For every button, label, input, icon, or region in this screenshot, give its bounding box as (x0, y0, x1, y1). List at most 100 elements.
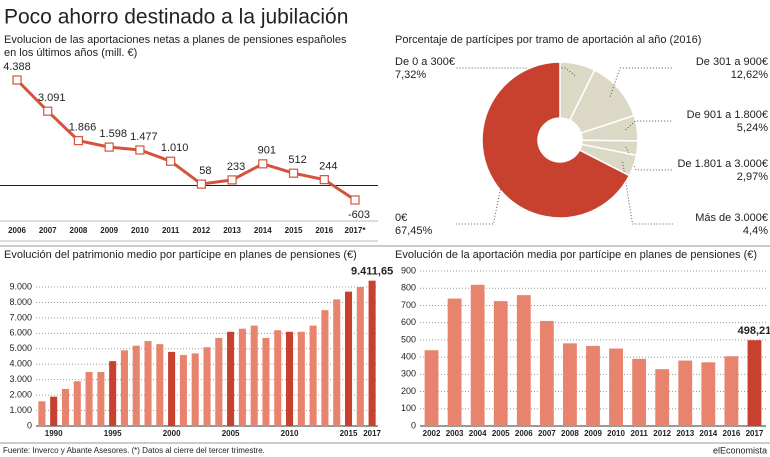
marker (73, 136, 84, 146)
bar (609, 348, 623, 426)
bar (97, 371, 105, 426)
slice-label: De 0 a 300€ (395, 56, 455, 68)
slice-label: De 301 a 900€ (696, 56, 768, 68)
y-tick-label: 500 (401, 334, 416, 344)
x-tick-label: 2017* (345, 226, 367, 235)
x-tick-label: 1995 (104, 429, 122, 438)
x-tick-label: 2007 (538, 429, 556, 438)
bar (73, 381, 81, 426)
data-label: 58 (199, 165, 211, 177)
x-tick-label: 2000 (163, 429, 181, 438)
data-label: 901 (258, 145, 276, 157)
bar (539, 320, 554, 426)
bar (424, 350, 439, 426)
bar (203, 347, 211, 426)
x-tick-label: 2016 (723, 429, 741, 438)
slice-value: 7,32% (395, 69, 426, 81)
data-label: 1.477 (130, 131, 158, 143)
slice-label: Más de 3.000€ (695, 212, 768, 224)
x-tick-label: 2017 (746, 429, 764, 438)
marker (350, 195, 360, 205)
line (15, 78, 356, 202)
main-title: Poco ahorro destinado a la jubilación (4, 6, 348, 29)
marker (196, 179, 206, 189)
x-tick-label: 2006 (8, 226, 26, 235)
bar (168, 351, 176, 426)
x-tick-label: 2015 (340, 429, 358, 438)
x-tick-label: 2003 (446, 429, 464, 438)
x-tick-label: 2004 (469, 429, 487, 438)
marker (12, 75, 22, 85)
bar (516, 295, 531, 426)
y-tick-label: 700 (401, 300, 416, 310)
data-label: 4.388 (3, 61, 31, 73)
bar (274, 330, 282, 426)
x-tick-label: 2014 (699, 429, 717, 438)
x-tick-label: 2011 (162, 226, 180, 235)
chart-title: Porcentaje de partícipes por tramo de ap… (395, 34, 702, 46)
bar (120, 350, 128, 426)
x-tick-label: 2010 (607, 429, 625, 438)
y-tick-label: 200 (401, 386, 416, 396)
bar (493, 301, 508, 426)
y-tick-label: 8.000 (9, 297, 32, 307)
x-tick-label: 2015 (285, 226, 303, 235)
marker (288, 168, 299, 178)
chart-title: Evolucion de las aportaciones netas a pl… (4, 34, 347, 59)
leader-line (455, 67, 576, 76)
x-tick-label: 2002 (423, 429, 441, 438)
data-label: 1.010 (161, 142, 189, 154)
y-tick-label: 300 (401, 369, 416, 379)
bar (678, 360, 693, 426)
slice-value: 2,97% (737, 171, 768, 183)
bar (655, 369, 670, 426)
bar (297, 331, 305, 426)
y-tick-label: 900 (401, 265, 416, 275)
data-label: 498,21 (738, 325, 770, 337)
bar (215, 337, 223, 426)
x-tick-label: 2005 (492, 429, 510, 438)
bar (250, 325, 258, 426)
bar (156, 344, 164, 426)
x-tick-label: 2010 (281, 429, 299, 438)
bar (61, 388, 70, 426)
bar (586, 345, 600, 426)
bar (109, 361, 117, 426)
bar (321, 310, 329, 426)
bar (356, 287, 364, 426)
bar (50, 396, 58, 426)
brand: elEconomista (713, 445, 767, 455)
leader-line (609, 67, 673, 97)
data-label: 9.411,65 (351, 266, 393, 278)
y-tick-label: 9.000 (9, 281, 32, 291)
y-tick-label: 3.000 (9, 374, 32, 384)
data-label: 1.598 (99, 128, 127, 140)
bar (144, 341, 152, 426)
bar (132, 345, 140, 426)
bar (238, 328, 246, 426)
bar (447, 298, 462, 426)
x-tick-label: 2005 (222, 429, 240, 438)
marker (43, 106, 53, 116)
x-tick-label: 2012 (653, 429, 671, 438)
bar (309, 325, 317, 426)
marker (166, 156, 176, 166)
data-label: 244 (319, 161, 337, 173)
bar (262, 337, 270, 426)
slice-label: 0€ (395, 212, 407, 224)
pie-slice (481, 61, 631, 219)
bar (701, 362, 716, 426)
bar (179, 354, 187, 426)
chart-title: Evolución del patrimonio medio por partí… (4, 249, 357, 261)
bar (747, 340, 762, 426)
x-tick-label: 2009 (584, 429, 602, 438)
y-tick-label: 0 (27, 420, 32, 430)
y-tick-label: 5.000 (9, 343, 32, 353)
x-tick-label: 2007 (39, 226, 57, 235)
bar (563, 343, 577, 426)
slice-label: De 1.801 a 3.000€ (677, 158, 768, 170)
x-tick-label: 2014 (254, 226, 272, 235)
source: Fuente: Inverco y Abante Asesores. (*) D… (3, 446, 265, 455)
x-tick-label: 2013 (223, 226, 241, 235)
bar (85, 371, 93, 426)
